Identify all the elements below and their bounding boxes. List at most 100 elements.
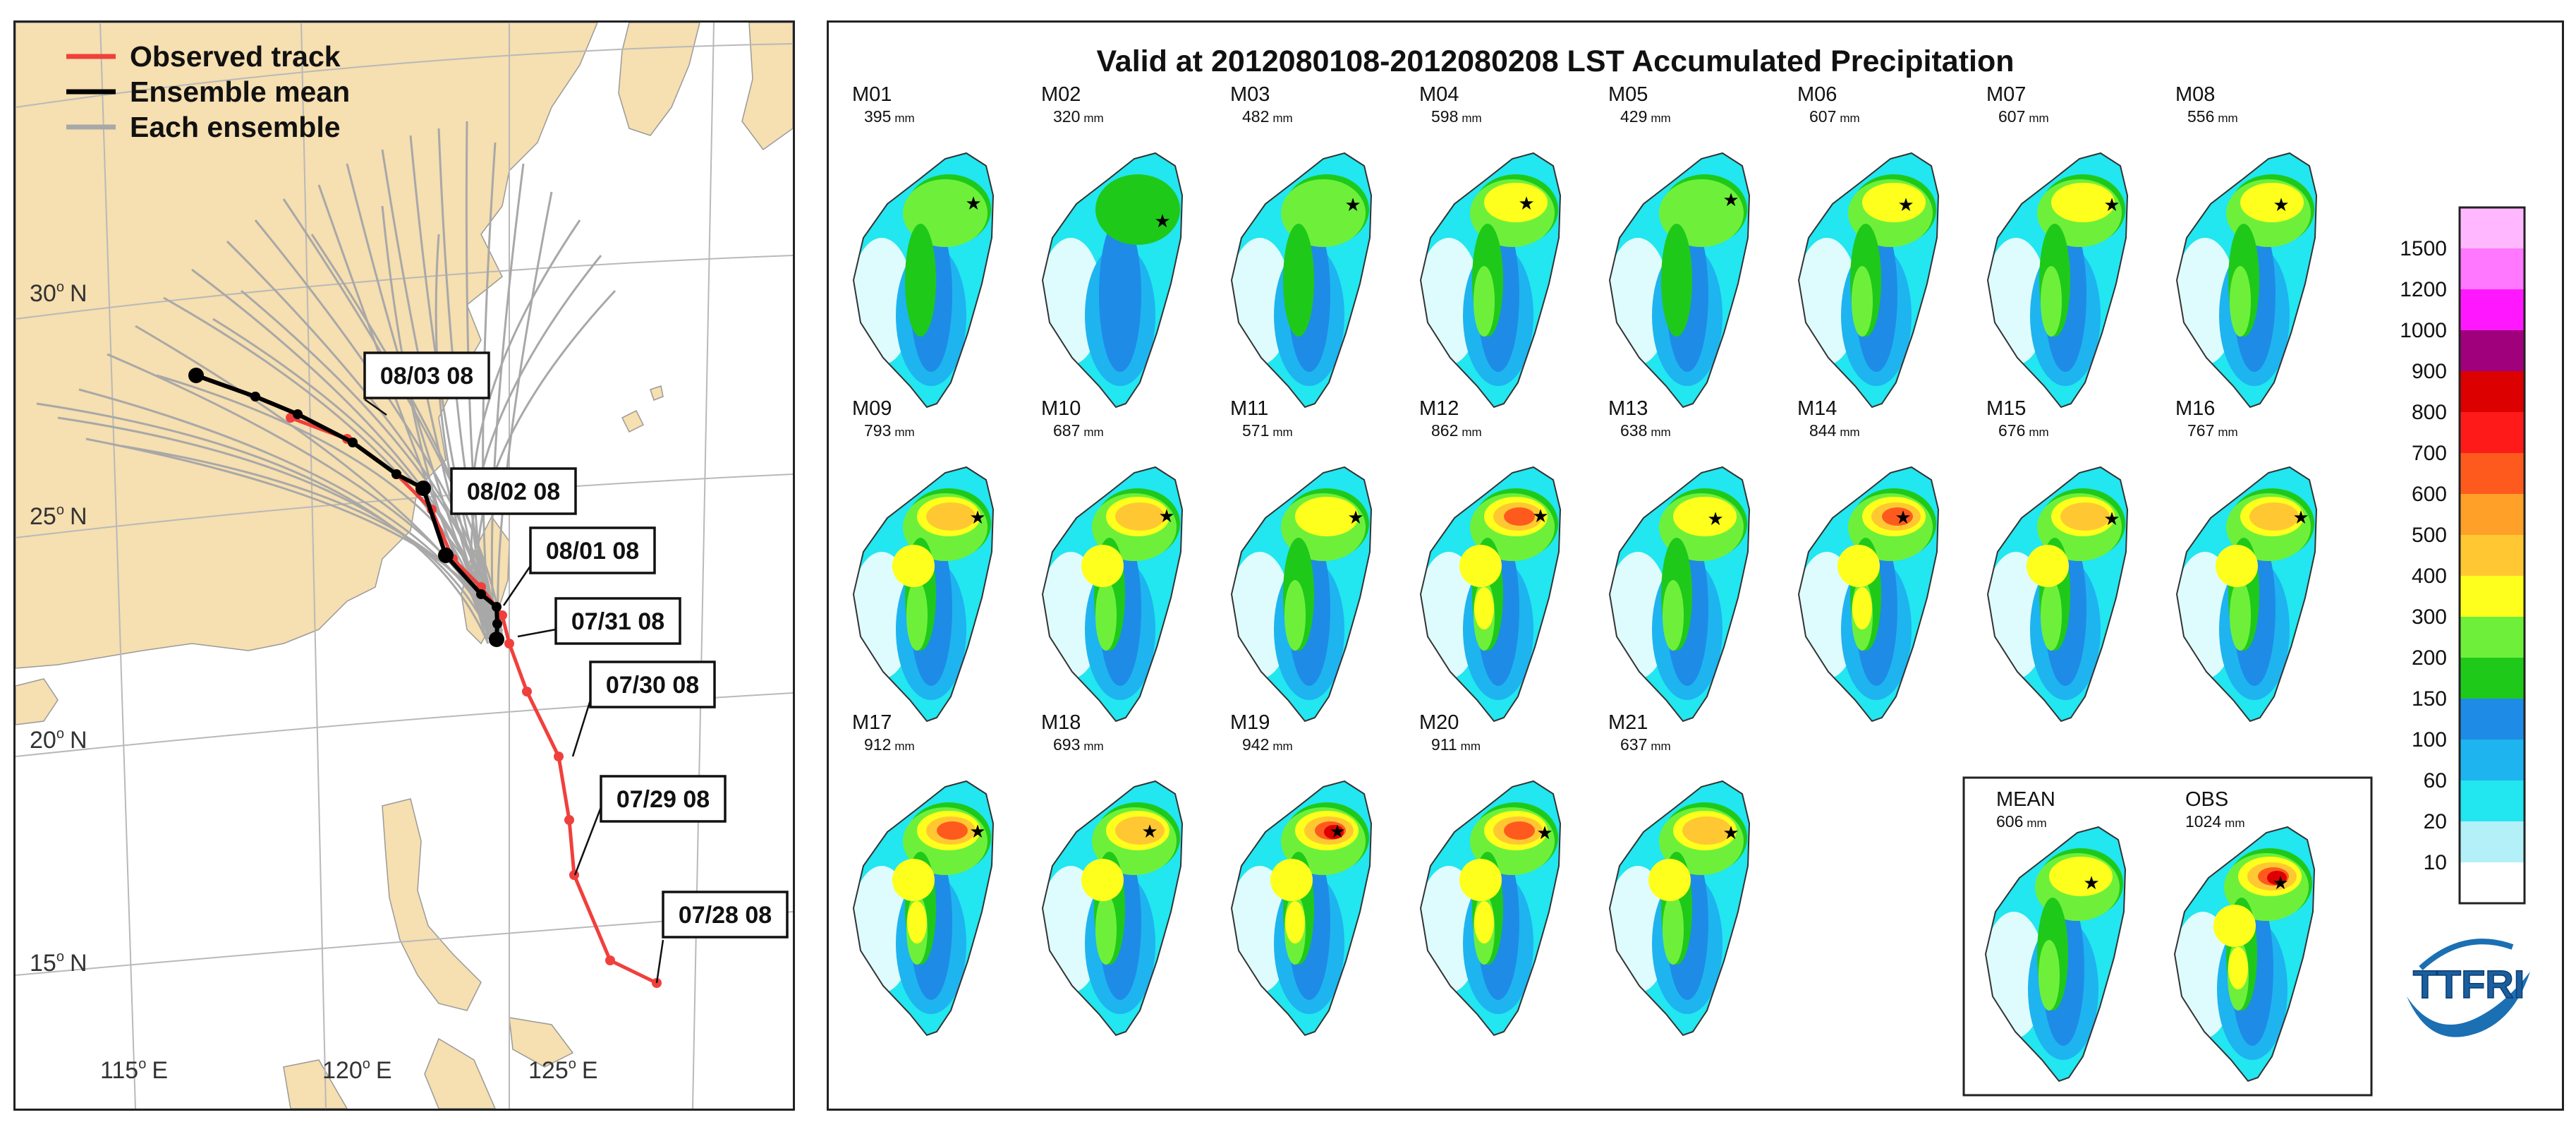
colorbar-swatch: [2460, 740, 2525, 780]
colorbar-swatch: [2460, 330, 2525, 371]
date-box: [363, 351, 490, 399]
observed-track-point: [497, 610, 507, 620]
ensemble-track: [470, 255, 602, 644]
member-name: M06: [1797, 83, 1837, 106]
tracks: [36, 121, 662, 988]
max-star-icon: ★: [1158, 505, 1174, 526]
latitude-label: 20o N: [30, 726, 87, 754]
ensemble-track: [121, 445, 497, 636]
member-name: M11: [1230, 397, 1268, 420]
max-star-icon: ★: [969, 507, 985, 528]
colorbar-swatch: [2460, 699, 2525, 740]
observed-track-point: [569, 870, 579, 880]
observed-track-point: [522, 687, 532, 696]
max-star-icon: ★: [1344, 194, 1361, 215]
member-max-value: 556 mm: [2187, 107, 2238, 126]
date-leader-line: [571, 699, 592, 757]
taiwan-rain-map: ★: [1609, 152, 1750, 408]
member-name: M18: [1041, 711, 1081, 734]
member-max-value: 942 mm: [1242, 735, 1293, 754]
date-label: 07/29 08: [616, 786, 710, 813]
colorbar-label: 200: [2412, 646, 2447, 670]
taiwan-rain-map: ★: [1042, 152, 1183, 408]
taiwan-rain-map: ★: [1042, 466, 1183, 722]
legend-label: Each ensemble: [130, 111, 341, 143]
max-star-icon: ★: [1897, 194, 1914, 215]
summary-max-value: 1024 mm: [2185, 812, 2245, 831]
taiwan-rain-map: ★: [1231, 780, 1372, 1036]
land-japan: [741, 23, 793, 151]
colorbar-swatch: [2460, 535, 2525, 576]
colorbar-label: 900: [2412, 360, 2447, 383]
colorbar-frame: [2458, 206, 2526, 905]
member-max-value: 693 mm: [1053, 735, 1104, 754]
colorbar-label: 500: [2412, 524, 2447, 547]
ttfri-logo: TTFRI: [2407, 939, 2530, 1037]
date-box: [529, 526, 656, 574]
observed-track-line: [290, 416, 658, 985]
taiwan-rain-map: ★: [1609, 780, 1750, 1036]
member-name: M14: [1797, 397, 1837, 420]
taiwan-rain-map: ★: [2174, 826, 2315, 1082]
member-max-value: 571 mm: [1242, 421, 1293, 440]
max-star-icon: ★: [1347, 507, 1363, 528]
max-star-icon: ★: [1518, 193, 1534, 214]
max-star-icon: ★: [1723, 189, 1739, 210]
member-name: M19: [1230, 711, 1270, 734]
member-name: M07: [1986, 83, 2026, 106]
member-max-value: 598 mm: [1431, 107, 1482, 126]
member-name: M20: [1419, 711, 1459, 734]
max-star-icon: ★: [1154, 210, 1170, 231]
ensemble-mean-point: [476, 589, 486, 599]
date-label: 07/28 08: [679, 902, 772, 929]
member-name: M02: [1041, 83, 1081, 106]
colorbar-label: 600: [2412, 483, 2447, 506]
max-star-icon: ★: [2273, 194, 2289, 215]
ensemble-track: [57, 416, 493, 640]
max-star-icon: ★: [1329, 821, 1345, 842]
taiwan-rain-map: ★: [1985, 826, 2126, 1082]
ensemble-track: [490, 163, 525, 640]
member-max-value: 638 mm: [1620, 421, 1671, 440]
max-star-icon: ★: [1536, 822, 1553, 843]
ensemble-mean-point: [188, 368, 204, 383]
member-max-value: 911 mm: [1431, 735, 1481, 754]
max-star-icon: ★: [2272, 872, 2288, 893]
logo-arc: [2419, 939, 2514, 970]
date-box: [600, 775, 727, 823]
precipitation-title: Valid at 2012080108-2012080208 LST Accum…: [1096, 44, 2014, 78]
colorbar-label: 300: [2412, 605, 2447, 629]
colorbar-swatch: [2460, 371, 2525, 412]
member-name: M08: [2175, 83, 2215, 106]
colorbar-label: 10: [2424, 851, 2447, 874]
observed-track-point: [504, 639, 514, 649]
colorbar-label: 400: [2412, 565, 2447, 588]
member-name: M05: [1608, 83, 1648, 106]
member-max-value: 482 mm: [1242, 107, 1293, 126]
taiwan-rain-map: ★: [1987, 152, 2128, 408]
colorbar-swatch: [2460, 780, 2525, 821]
taiwan-rain-map: ★: [1420, 152, 1561, 408]
date-box: [589, 660, 716, 708]
colorbar-swatch: [2460, 494, 2525, 535]
member-max-value: 862 mm: [1431, 421, 1482, 440]
observed-track-point: [564, 815, 574, 825]
date-label: 08/01 08: [546, 538, 639, 565]
date-box: [450, 467, 577, 515]
land-palawan: [283, 1059, 348, 1109]
ensemble-mean-point: [438, 548, 454, 563]
colorbar-swatch: [2460, 862, 2525, 903]
member-max-value: 912 mm: [864, 735, 915, 754]
land-china: [16, 23, 598, 669]
taiwan-rain-map: ★: [1231, 152, 1372, 408]
colorbar-swatch: [2460, 617, 2525, 658]
member-max-value: 767 mm: [2187, 421, 2238, 440]
colorbar-swatch: [2460, 821, 2525, 862]
date-leader-line: [573, 807, 602, 876]
colorbar-swatch: [2460, 412, 2525, 453]
colorbar: 1500 1200 1000 900 800 700 600 500 400 300 200 150 1…: [2400, 206, 2526, 905]
colorbar-label: 700: [2412, 442, 2447, 465]
longitude-label: 125o E: [528, 1056, 598, 1084]
member-name: M10: [1041, 397, 1081, 420]
